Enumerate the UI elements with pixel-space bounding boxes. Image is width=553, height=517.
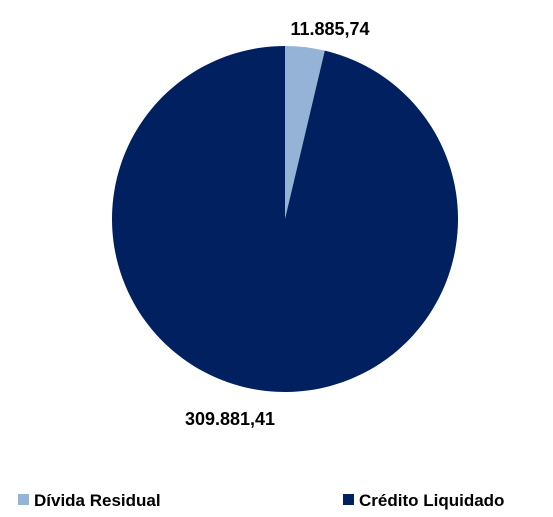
pie-slices bbox=[112, 46, 459, 392]
data-label-credito-liquidado: 309.881,41 bbox=[185, 409, 275, 429]
legend-swatch-credito-liquidado bbox=[343, 494, 354, 505]
legend-label-divida-residual: Dívida Residual bbox=[34, 491, 161, 510]
data-label-divida-residual: 11.885,74 bbox=[290, 19, 369, 39]
legend-label-credito-liquidado: Crédito Liquidado bbox=[359, 491, 504, 510]
pie-slice-divida-residual bbox=[285, 46, 325, 219]
legend: Dívida Residual Crédito Liquidado bbox=[18, 491, 504, 510]
pie-slice-credito-liquidado bbox=[112, 46, 459, 392]
legend-swatch-divida-residual bbox=[18, 494, 29, 505]
